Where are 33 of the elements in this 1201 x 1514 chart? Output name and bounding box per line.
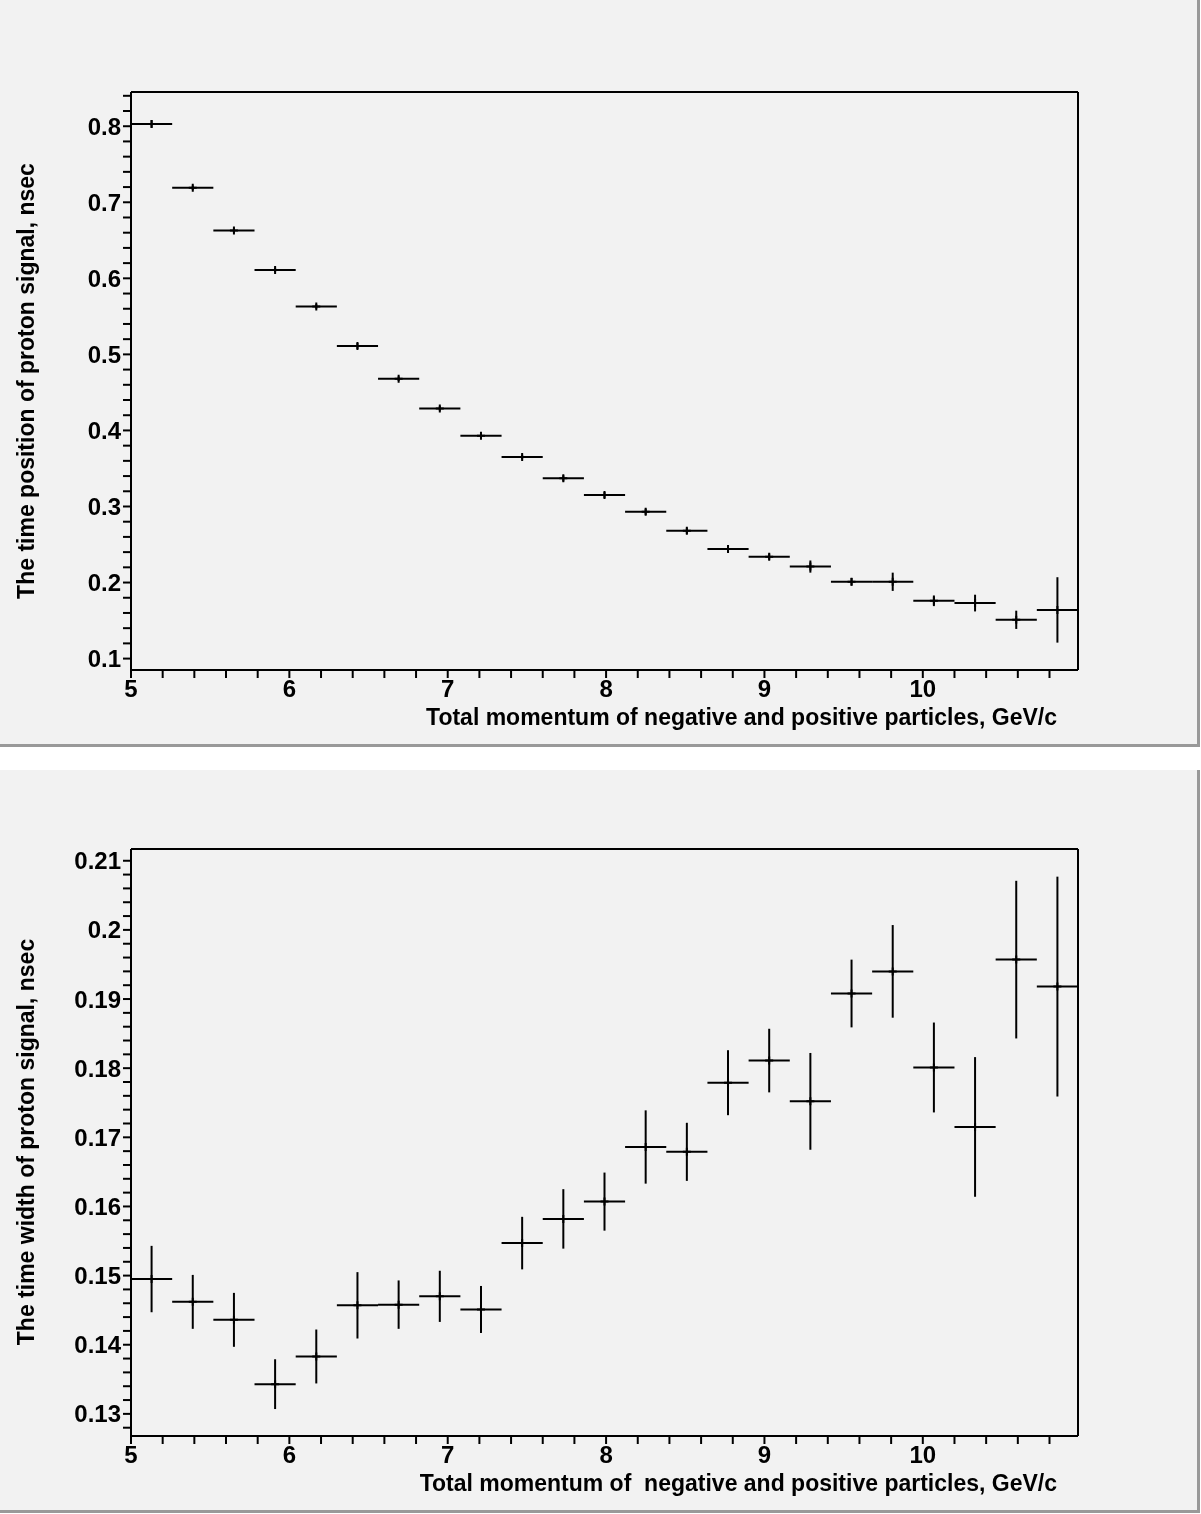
y-tick-label: 0.16: [74, 1192, 121, 1220]
y-tick-label: 0.17: [74, 1123, 121, 1151]
x-tick-label: 8: [599, 1441, 613, 1469]
y-tick-label: 0.13: [74, 1400, 121, 1428]
x-tick-label: 7: [441, 675, 455, 703]
y-tick-label: 0.3: [87, 493, 121, 521]
y-axis-title: The time width of proton signal, nsec: [12, 938, 40, 1346]
x-tick-label: 9: [757, 675, 772, 703]
x-tick-label: 5: [124, 675, 138, 703]
x-tick-label: 5: [124, 1441, 138, 1469]
y-tick-label: 0.2: [87, 916, 121, 944]
x-tick-label: 9: [757, 1441, 772, 1469]
x-tick-label: 8: [599, 675, 613, 703]
y-tick-label: 0.6: [87, 264, 121, 292]
x-axis-title: Total momentum of negative and positive particles, GeV/c: [419, 1470, 1057, 1497]
y-tick-label: 0.4: [87, 416, 122, 444]
y-tick-label: 0.5: [87, 340, 121, 368]
y-tick-label: 0.2: [87, 569, 121, 597]
x-tick-label: 7: [441, 1441, 455, 1469]
x-tick-label: 6: [282, 1441, 297, 1469]
y-tick-label: 0.8: [87, 112, 121, 140]
x-tick-label: 6: [282, 675, 297, 703]
x-tick-label: 10: [909, 1441, 937, 1469]
y-tick-label: 0.19: [74, 985, 121, 1013]
y-tick-label: 0.21: [74, 847, 121, 875]
y-axis-title: The time position of proton signal, nsec: [12, 162, 40, 599]
x-tick-label: 10: [909, 675, 937, 703]
x-axis-title: Total momentum of negative and positive particles, GeV/c: [426, 704, 1057, 731]
y-tick-label: 0.18: [74, 1054, 121, 1082]
y-tick-label: 0.15: [74, 1262, 121, 1290]
y-tick-label: 0.14: [74, 1331, 122, 1359]
y-tick-label: 0.1: [87, 645, 121, 673]
y-tick-label: 0.7: [87, 188, 121, 216]
